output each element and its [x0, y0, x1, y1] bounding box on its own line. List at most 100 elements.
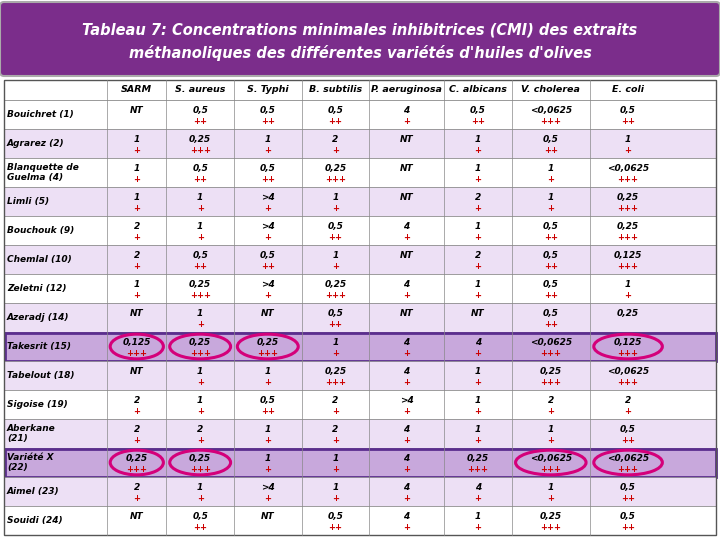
Text: +++: +++ [540, 377, 562, 387]
Text: +: + [197, 407, 204, 416]
Text: +: + [133, 146, 140, 154]
Text: +: + [264, 494, 271, 503]
Bar [4, 449, 716, 476]
Bar [4, 274, 716, 303]
Text: 0,125: 0,125 [614, 338, 642, 347]
Bar [4, 477, 716, 506]
Text: 0,5: 0,5 [543, 309, 559, 318]
Text: 1: 1 [474, 367, 481, 376]
Text: 1: 1 [333, 193, 338, 202]
Text: 0,125: 0,125 [614, 251, 642, 260]
Text: Bouichret (1): Bouichret (1) [7, 110, 73, 119]
Text: +: + [474, 407, 482, 416]
Text: +: + [474, 377, 482, 387]
Text: 0,25: 0,25 [467, 454, 489, 463]
Text: 1: 1 [197, 483, 203, 492]
Text: 1: 1 [134, 135, 140, 144]
Text: NT: NT [130, 309, 143, 318]
Text: ++: ++ [261, 117, 275, 126]
Text: Blanquette de
Guelma (4): Blanquette de Guelma (4) [7, 163, 79, 182]
Text: 0,5: 0,5 [543, 251, 559, 260]
Bar [4, 506, 716, 535]
Text: 1: 1 [265, 454, 271, 463]
Text: +: + [133, 204, 140, 213]
Text: +: + [474, 174, 482, 184]
Text: 1: 1 [333, 454, 338, 463]
Text: +: + [474, 523, 482, 532]
Text: ++: ++ [261, 174, 275, 184]
Text: 0,25: 0,25 [617, 222, 639, 231]
Text: +++: +++ [189, 464, 211, 474]
Text: +: + [403, 436, 410, 444]
Text: 0,5: 0,5 [328, 512, 343, 521]
Bar [4, 332, 716, 361]
Text: 0,5: 0,5 [192, 512, 208, 521]
Text: ++: ++ [544, 146, 558, 154]
Text: Variété X
(22): Variété X (22) [7, 453, 53, 472]
Text: 0,5: 0,5 [470, 106, 486, 115]
Text: +++: +++ [618, 233, 639, 242]
Text: 0,5: 0,5 [328, 106, 343, 115]
Text: Bouchouk (9): Bouchouk (9) [7, 226, 74, 235]
Text: 0,25: 0,25 [189, 338, 211, 347]
Text: 1: 1 [333, 483, 338, 492]
Text: 0,5: 0,5 [192, 251, 208, 260]
Text: 0,25: 0,25 [126, 454, 148, 463]
Text: +: + [547, 436, 554, 444]
Text: +++: +++ [126, 464, 148, 474]
Text: NT: NT [471, 309, 485, 318]
Text: ++: ++ [544, 291, 558, 300]
Text: 0,5: 0,5 [260, 251, 276, 260]
Text: 1: 1 [134, 193, 140, 202]
Text: Souidi (24): Souidi (24) [7, 516, 63, 525]
Text: SARM: SARM [121, 85, 153, 94]
Text: +++: +++ [540, 523, 562, 532]
Text: ++: ++ [621, 436, 635, 444]
Text: 4: 4 [403, 338, 410, 347]
Text: ++: ++ [471, 117, 485, 126]
Text: P. aeruginosa: P. aeruginosa [372, 85, 442, 94]
Text: +: + [547, 174, 554, 184]
Text: 1: 1 [134, 164, 140, 173]
Text: 2: 2 [197, 425, 203, 434]
Bar [4, 390, 716, 419]
Text: +: + [474, 262, 482, 271]
Text: C. albicans: C. albicans [449, 85, 507, 94]
Text: +: + [133, 233, 140, 242]
Text: 1: 1 [548, 193, 554, 202]
Text: 4: 4 [474, 483, 481, 492]
Text: NT: NT [261, 512, 274, 521]
Text: +++: +++ [540, 117, 562, 126]
Text: Azeradj (14): Azeradj (14) [7, 313, 70, 322]
Text: Tabelout (18): Tabelout (18) [7, 371, 74, 380]
Text: 1: 1 [265, 135, 271, 144]
Text: 1: 1 [474, 164, 481, 173]
Text: 0,5: 0,5 [543, 280, 559, 289]
Text: 0,25: 0,25 [325, 164, 346, 173]
Text: +: + [264, 291, 271, 300]
Text: 2: 2 [134, 222, 140, 231]
Text: +++: +++ [257, 349, 279, 357]
Text: ++: ++ [621, 117, 635, 126]
Text: +++: +++ [618, 349, 639, 357]
Text: S. aureus: S. aureus [175, 85, 225, 94]
Text: 0,125: 0,125 [122, 338, 151, 347]
Text: 0,25: 0,25 [617, 309, 639, 318]
Text: +: + [403, 377, 410, 387]
Text: +: + [474, 204, 482, 213]
Text: 1: 1 [265, 367, 271, 376]
Text: NT: NT [400, 309, 413, 318]
Bar [4, 419, 716, 448]
Text: +: + [332, 146, 339, 154]
Text: 1: 1 [333, 251, 338, 260]
Text: ++: ++ [544, 320, 558, 329]
Text: +: + [133, 436, 140, 444]
Text: 2: 2 [333, 396, 338, 405]
Text: 0,25: 0,25 [325, 280, 346, 289]
Text: 4: 4 [403, 222, 410, 231]
Text: 0,25: 0,25 [617, 193, 639, 202]
Text: 4: 4 [403, 512, 410, 521]
Text: +++: +++ [467, 464, 488, 474]
Text: +: + [133, 291, 140, 300]
Text: +: + [332, 494, 339, 503]
